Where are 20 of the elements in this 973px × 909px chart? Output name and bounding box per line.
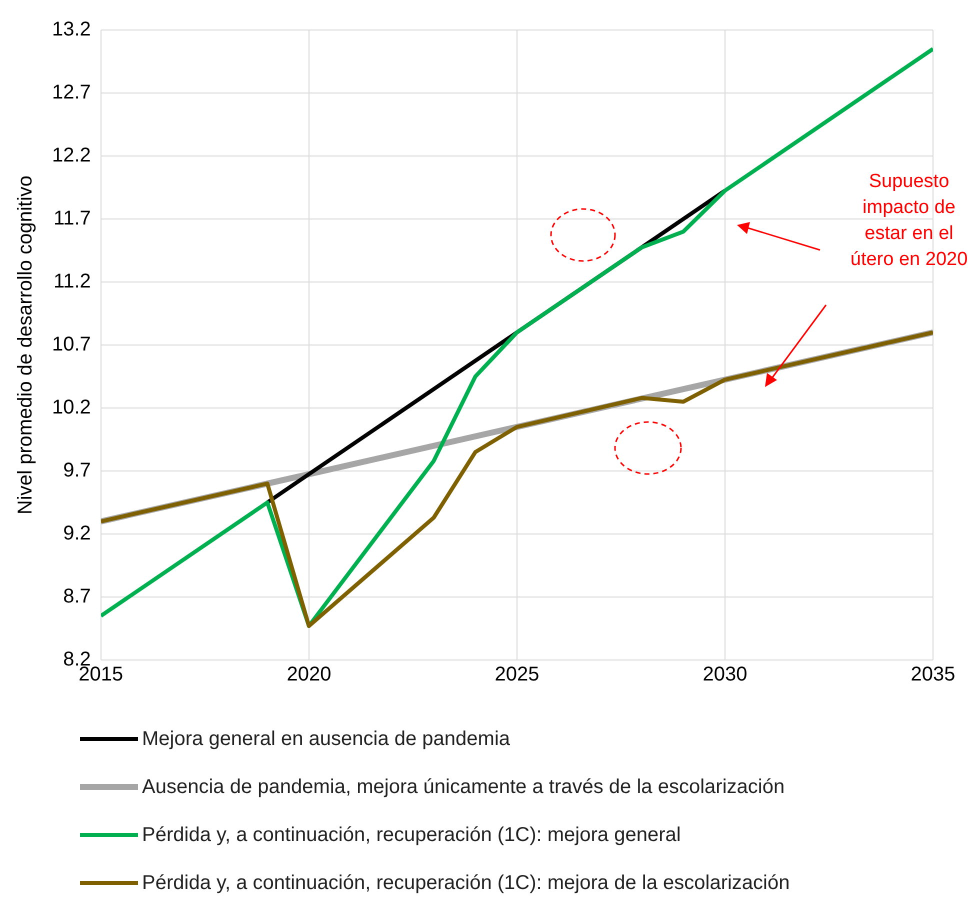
y-tick-label: 10.2 <box>52 396 91 419</box>
y-tick-label: 13.2 <box>52 18 91 41</box>
legend-label: Mejora general en ausencia de pandemia <box>142 728 510 750</box>
y-tick-label: 12.2 <box>52 144 91 167</box>
legend-label: Pérdida y, a continuación, recuperación (1C): mejora de la escolarización <box>142 872 790 894</box>
y-axis-title: Nivel promedio de desarrollo cognitivo <box>14 175 37 515</box>
x-tick-label: 2025 <box>494 664 540 686</box>
y-tick-label: 10.7 <box>52 334 91 356</box>
legend-label: Ausencia de pandemia, mejora únicamente a través de la escolarización <box>142 776 785 798</box>
x-tick-label: 2020 <box>286 664 332 686</box>
y-tick-label: 11.2 <box>53 270 91 293</box>
x-tick-label: 2030 <box>702 664 748 686</box>
legend-label: Pérdida y, a continuación, recuperación (1C): mejora general <box>142 824 681 846</box>
y-tick-label: 12.7 <box>52 82 91 104</box>
y-tick-label: 9.7 <box>63 460 91 482</box>
annotation: Supuesto impacto de estar en el útero en 2020 <box>850 171 968 270</box>
x-tick-label: 2035 <box>910 664 956 686</box>
y-tick-label: 8.7 <box>63 586 91 608</box>
y-tick-label: 9.2 <box>63 522 91 545</box>
y-tick-label: 11.7 <box>53 208 91 230</box>
